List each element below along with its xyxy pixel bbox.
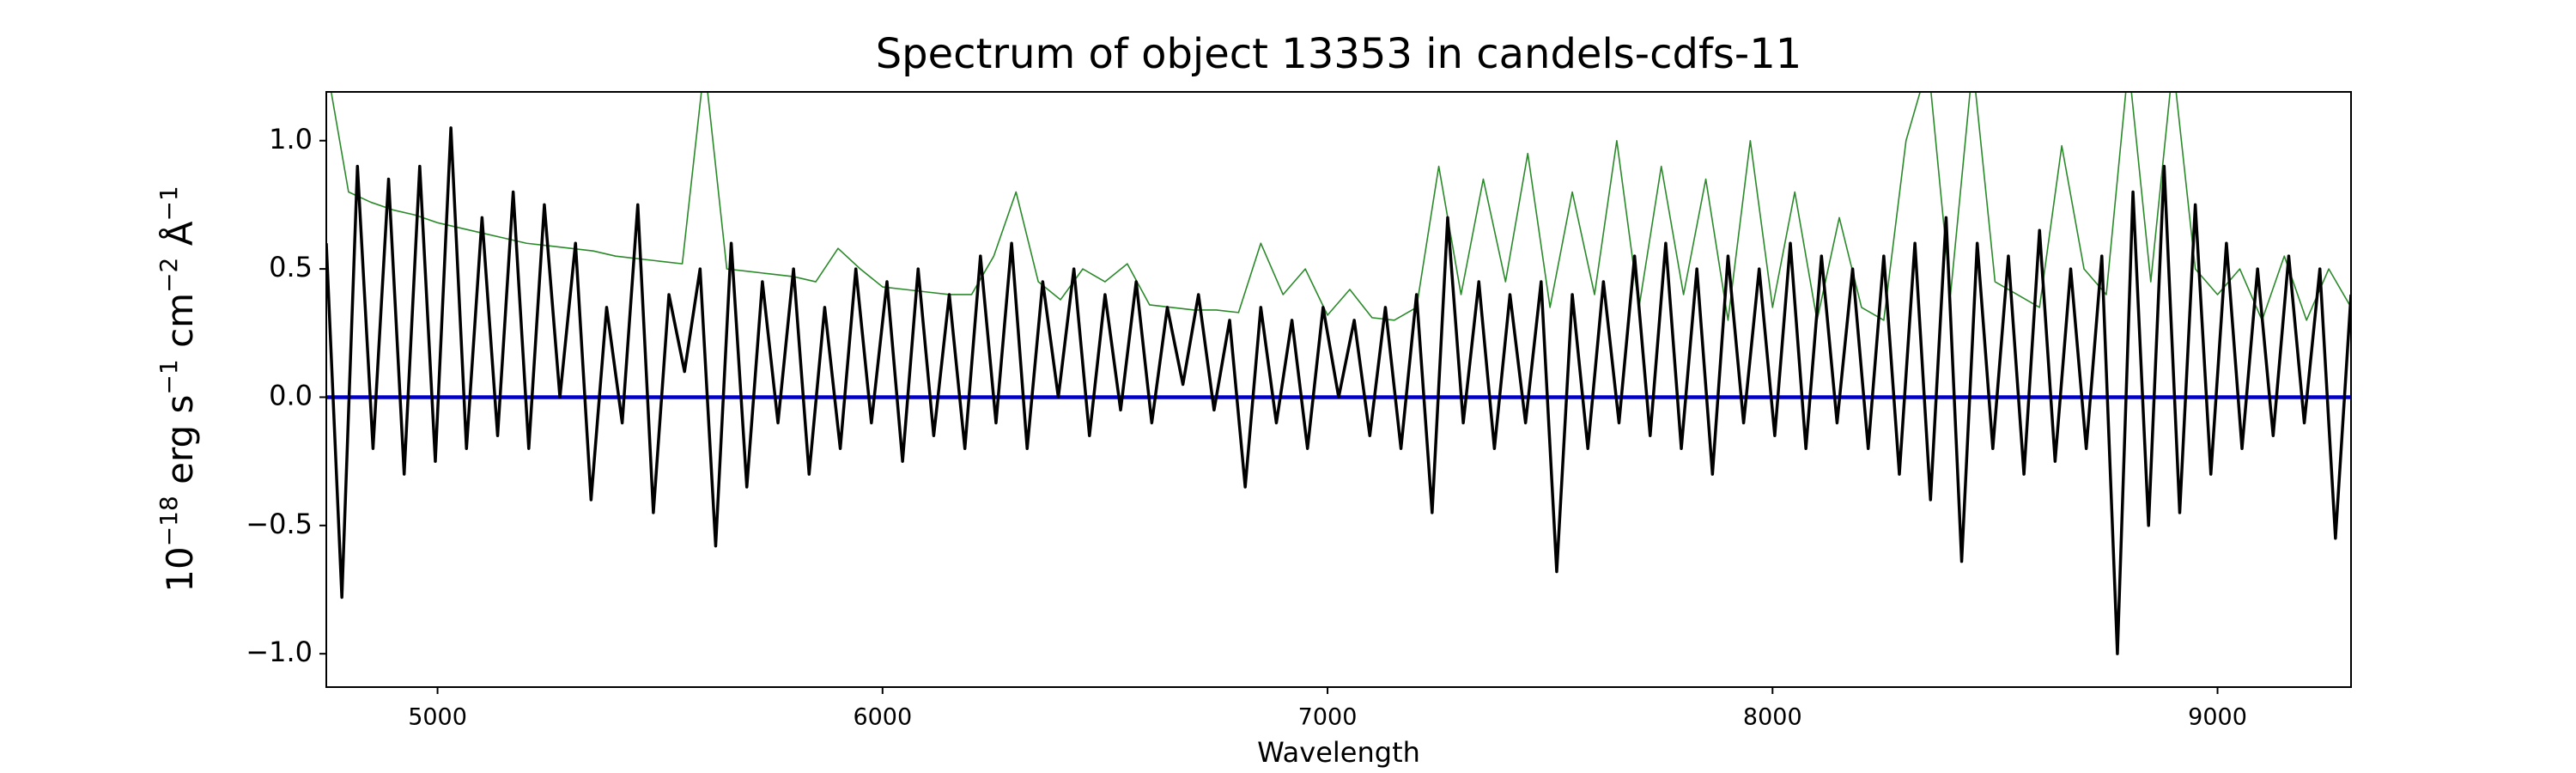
y-axis-label: 10−18 erg s−1 cm−2 Å−1 [155, 186, 201, 592]
y-label-superscript: −1 [155, 186, 183, 221]
plot-frame [325, 91, 2352, 688]
y-label-superscript: −18 [155, 496, 183, 546]
x-tick-label: 7000 [1298, 704, 1358, 731]
spectrum-line [330, 92, 2351, 321]
y-label-superscript: −2 [155, 258, 183, 293]
y-label-superscript: −1 [155, 359, 183, 394]
x-axis-label: Wavelength [1257, 736, 1420, 769]
y-tick-label: −0.5 [246, 508, 313, 540]
x-tick-label: 5000 [408, 704, 467, 731]
chart-title: Spectrum of object 13353 in candels-cdfs… [876, 30, 1802, 78]
spectrum-line [326, 126, 2351, 655]
y-tick-label: 0.0 [269, 379, 313, 411]
x-tick-label: 9000 [2188, 704, 2247, 731]
y-tick-label: 0.5 [269, 251, 313, 283]
y-tick-label: 1.0 [269, 123, 313, 155]
y-tick-label: −1.0 [246, 636, 313, 668]
y-label-text: cm [159, 293, 201, 359]
x-tick-label: 6000 [853, 704, 912, 731]
y-label-text: 10 [159, 546, 201, 592]
x-tick-label: 8000 [1743, 704, 1802, 731]
y-label-text: Å [158, 221, 201, 257]
y-label-text: erg s [159, 395, 201, 496]
